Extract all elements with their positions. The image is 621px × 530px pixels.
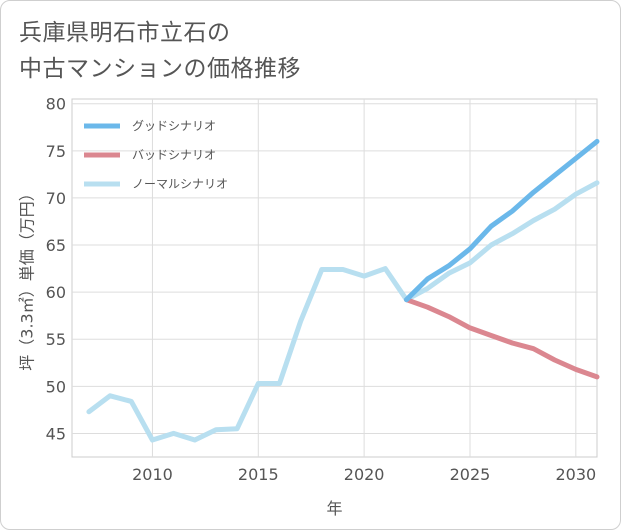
series-line-0	[404, 138, 600, 303]
series-line-2	[86, 180, 600, 443]
title-line-1: 兵庫県明石市立石の	[19, 20, 231, 46]
y-tick-label: 45	[46, 424, 66, 443]
x-axis-label: 年	[326, 499, 342, 518]
y-tick-label: 60	[46, 283, 66, 302]
series-line-1	[404, 297, 600, 380]
y-tick-label: 80	[46, 95, 66, 114]
y-tick-label: 65	[46, 236, 66, 255]
legend-label: グッドシナリオ	[132, 119, 216, 133]
x-tick-label: 2015	[238, 465, 279, 484]
y-axis-label: 坪（3.3㎡）単価（万円）	[18, 185, 37, 370]
x-tick-label: 2010	[132, 465, 173, 484]
y-tick-label: 70	[46, 189, 66, 208]
x-tick-label: 2030	[555, 465, 596, 484]
y-tick-label: 75	[46, 142, 66, 161]
x-tick-label: 2020	[344, 465, 385, 484]
y-tick-label: 55	[46, 330, 66, 349]
chart-title: 兵庫県明石市立石の 中古マンションの価格推移	[19, 15, 301, 87]
legend-label: ノーマルシナリオ	[132, 177, 228, 191]
legend-label: バッドシナリオ	[132, 148, 216, 162]
x-tick-label: 2025	[450, 465, 491, 484]
title-line-2: 中古マンションの価格推移	[19, 56, 301, 82]
y-tick-label: 50	[46, 377, 66, 396]
plot-frame	[71, 98, 598, 458]
